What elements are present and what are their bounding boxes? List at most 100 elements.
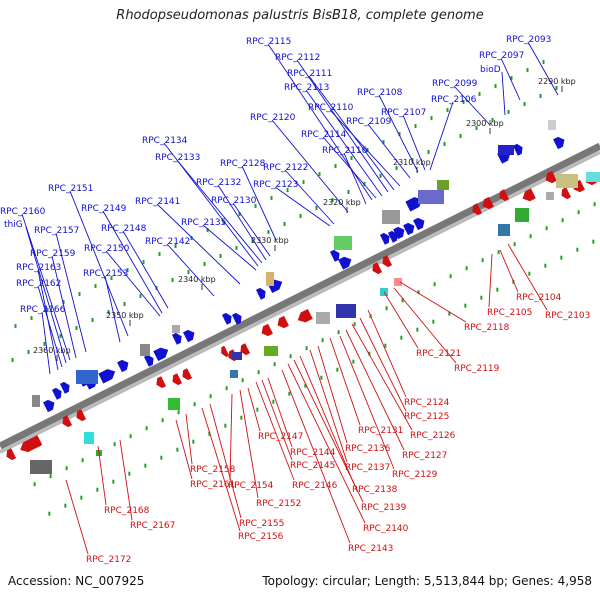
reverse-gene-label: RPC_2136	[345, 444, 391, 454]
forward-gene-label: RPC_2099	[432, 79, 478, 89]
gc-tick	[177, 410, 180, 415]
gc-tick	[555, 85, 558, 90]
forward-gene-label: bioD	[480, 65, 501, 75]
reverse-leader	[329, 337, 361, 426]
gc-tick	[513, 242, 516, 247]
gc-tick	[384, 343, 387, 348]
gc-tick	[481, 258, 484, 263]
gc-tick	[443, 141, 446, 146]
forward-leader	[274, 186, 331, 227]
forward-gene-shape	[255, 287, 266, 300]
forward-gene-label: RPC_2112	[275, 53, 320, 63]
reverse-gene-shape	[156, 376, 167, 389]
gc-tick	[510, 76, 513, 81]
forward-gene-shape	[393, 226, 405, 240]
reverse-leader	[119, 439, 133, 521]
forward-leader	[378, 94, 419, 173]
gc-tick	[494, 84, 497, 89]
feature-block	[418, 190, 444, 204]
forward-gene-label: RPC_2135	[181, 218, 226, 228]
gc-tick	[113, 442, 116, 447]
forward-gene	[553, 136, 565, 150]
gc-tick	[289, 354, 292, 359]
forward-gene	[405, 197, 423, 212]
gc-tick	[592, 239, 595, 244]
reverse-leader	[261, 379, 293, 461]
feature-block	[230, 370, 238, 378]
forward-gene-shape	[59, 381, 70, 394]
forward-gene-label: thiG	[4, 220, 23, 230]
reverse-gene	[6, 448, 17, 461]
forward-gene	[231, 312, 242, 325]
gc-tick	[257, 370, 260, 375]
gc-tick	[192, 439, 195, 444]
forward-gene	[387, 230, 398, 243]
reverse-gene-shape	[221, 345, 230, 358]
gc-tick	[123, 301, 126, 306]
gc-tick	[593, 202, 596, 207]
forward-leader	[232, 202, 271, 257]
gc-tick	[465, 266, 468, 271]
reverse-gene	[499, 189, 510, 202]
gc-tick	[462, 100, 465, 105]
forward-gene	[43, 399, 55, 413]
reverse-gene-shape	[182, 368, 193, 381]
feature-block	[336, 304, 356, 318]
gc-tick	[203, 261, 206, 266]
forward-leader	[217, 184, 267, 261]
reverse-gene-shape	[482, 196, 494, 210]
gc-tick	[176, 447, 179, 452]
scale-label: 2360 kbp	[33, 346, 71, 355]
gc-tick	[400, 335, 403, 340]
reverse-gene-label: RPC_2168	[104, 506, 150, 516]
reverse-gene-shape	[172, 373, 183, 386]
feature-block	[264, 346, 278, 356]
reverse-gene-shape	[20, 435, 43, 453]
reverse-leader	[383, 291, 419, 349]
forward-gene-label: RPC_2109	[346, 117, 392, 127]
forward-gene-label: RPC_2111	[287, 69, 332, 79]
gc-tick	[225, 386, 228, 391]
reverse-gene-label: RPC_2124	[404, 398, 450, 408]
gc-tick	[475, 125, 478, 130]
gc-tick	[379, 173, 382, 178]
gc-tick	[382, 140, 385, 145]
forward-gene-label: RPC_2149	[81, 204, 127, 214]
forward-gene	[338, 256, 352, 270]
forward-leader	[41, 311, 51, 375]
forward-leader	[21, 213, 71, 361]
gc-tick	[507, 109, 510, 114]
gc-tick	[411, 157, 414, 162]
reverse-leader	[309, 349, 348, 463]
gc-tick	[128, 471, 131, 476]
reverse-gene	[20, 435, 43, 453]
gc-tick	[497, 250, 500, 255]
gc-tick	[110, 276, 113, 281]
reverse-gene-shape	[472, 203, 483, 216]
reverse-gene	[172, 373, 183, 386]
feature-block	[140, 344, 150, 356]
reverse-leader	[209, 403, 242, 519]
reverse-gene-label: RPC_2146	[292, 481, 338, 491]
forward-gene-label: RPC_2114	[301, 130, 347, 140]
forward-leader	[527, 41, 559, 96]
gc-tick	[363, 181, 366, 186]
forward-gene-label: RPC_2151	[48, 184, 93, 194]
reverse-leader	[247, 387, 261, 432]
reverse-gene	[372, 262, 383, 275]
gc-tick	[139, 293, 142, 298]
forward-leader	[69, 190, 129, 337]
genome-summary-text: Topology: circular; Length: 5,513,844 bp…	[262, 574, 592, 588]
gc-tick	[448, 311, 451, 316]
reverse-gene-label: RPC_2144	[290, 448, 336, 458]
gc-tick	[48, 511, 51, 516]
reverse-gene-label: RPC_2147	[258, 432, 303, 442]
gc-tick	[14, 324, 17, 329]
gc-tick	[576, 247, 579, 252]
reverse-leader	[488, 253, 493, 308]
gc-tick	[353, 322, 356, 327]
feature-block	[32, 395, 40, 407]
gc-tick	[529, 234, 532, 239]
gc-tick	[288, 391, 291, 396]
